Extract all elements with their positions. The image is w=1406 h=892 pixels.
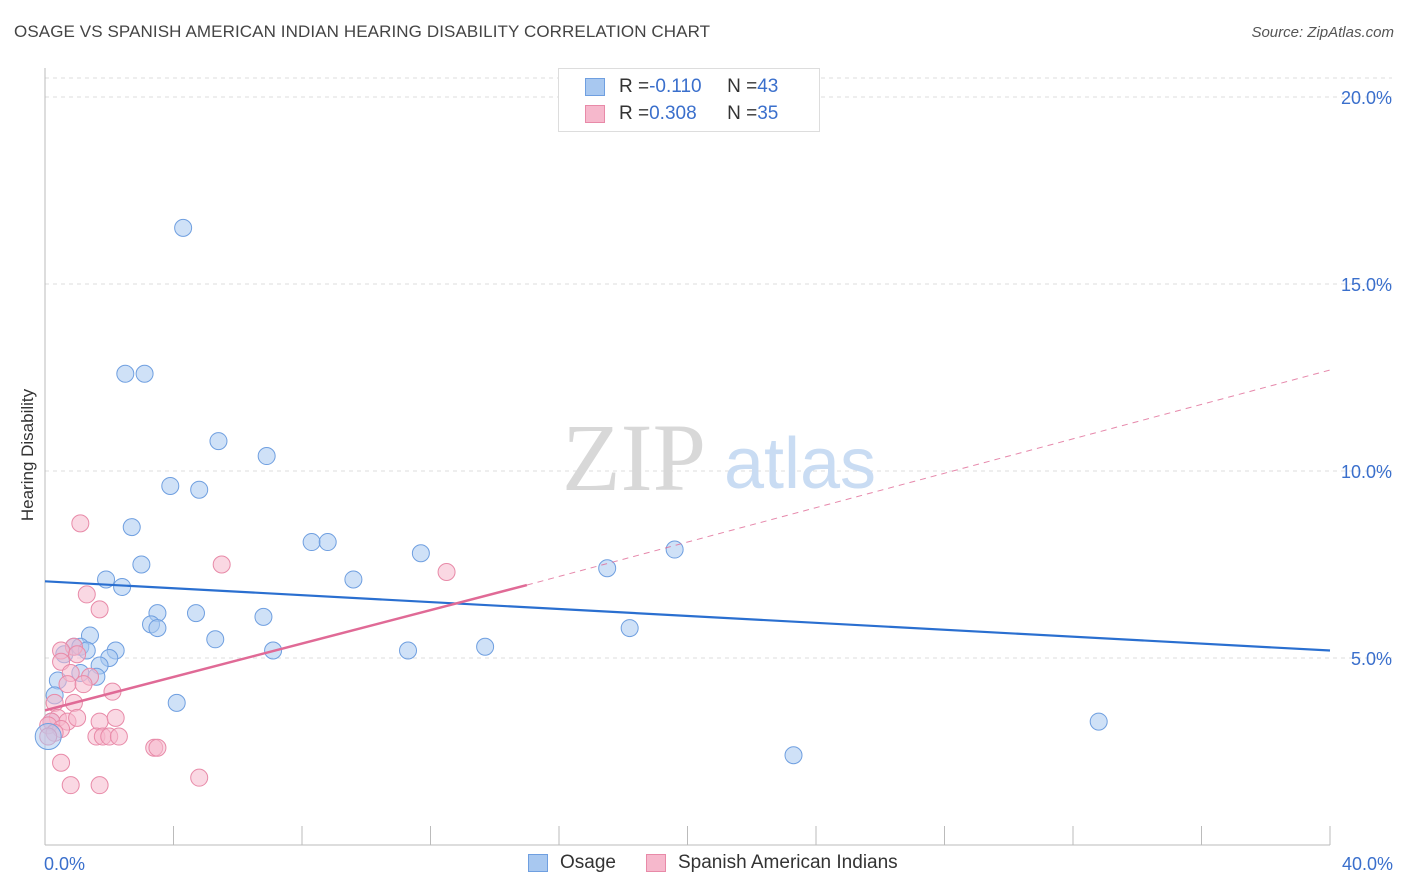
x-tick-label: 40.0% [1342, 854, 1393, 874]
sai-point [61, 776, 80, 795]
sai-point [71, 514, 90, 533]
legend-label-osage: Osage [560, 852, 616, 873]
sai-point [74, 675, 93, 694]
osage-point [399, 641, 418, 660]
osage-point [784, 746, 803, 765]
tick-labels: 5.0% 10.0% 15.0% 20.0% 0.0% 40.0% [44, 88, 1393, 874]
legend-label-sai: Spanish American Indians [677, 852, 898, 873]
legend-item-sai: Spanish American Indians [645, 852, 898, 874]
osage-point [161, 476, 180, 495]
series-legend: Osage Spanish American Indians [528, 852, 928, 874]
x-tick-label: 0.0% [44, 854, 85, 874]
y-tick-label: 15.0% [1341, 275, 1392, 295]
sai-point [212, 555, 231, 574]
osage-point [116, 364, 135, 383]
watermark: ZIP atlas [562, 404, 876, 511]
osage-point [190, 480, 209, 499]
osage-point [620, 619, 639, 638]
osage-point [257, 447, 276, 466]
osage-point [135, 364, 154, 383]
legend-n-value: 43 [757, 76, 779, 97]
sai-point [190, 768, 209, 787]
osage-point [186, 604, 205, 623]
y-tick-label: 20.0% [1341, 88, 1392, 108]
sai-point [68, 708, 87, 727]
legend-row-osage: R = -0.110 N = 43 [585, 75, 778, 99]
y-tick-label: 5.0% [1351, 649, 1392, 669]
sai-point [68, 645, 87, 664]
osage-point [148, 619, 167, 638]
sai-point [109, 727, 128, 746]
sai-point [52, 753, 71, 772]
legend-item-osage: Osage [528, 852, 616, 874]
legend-r-label: R = [619, 76, 650, 97]
sai-swatch [645, 854, 666, 872]
chart-title: OSAGE VS SPANISH AMERICAN INDIAN HEARING… [14, 22, 711, 41]
osage-point [132, 555, 151, 574]
osage-point [344, 570, 363, 589]
sai-point [437, 562, 456, 581]
correlation-legend: R = -0.110 N = 43 R = 0.308 N = 35 [558, 68, 820, 132]
osage-point [665, 540, 684, 559]
sai-point [90, 776, 109, 795]
osage-point [1089, 712, 1108, 731]
osage-point [302, 533, 321, 552]
osage-point [598, 559, 617, 578]
osage-point [411, 544, 430, 563]
legend-n-value: 35 [757, 103, 779, 124]
legend-r-value: -0.110 [649, 76, 702, 97]
sai-swatch [585, 105, 605, 123]
sai-trend-line [44, 583, 528, 712]
y-tick-label: 10.0% [1341, 462, 1392, 482]
trend-lines [44, 369, 1331, 712]
osage-point [167, 693, 186, 712]
osage-swatch [585, 78, 605, 96]
osage-point [122, 518, 141, 537]
sai-point [106, 708, 125, 727]
sai-point [77, 585, 96, 604]
data-points [34, 218, 1108, 795]
osage-point [476, 637, 495, 656]
osage-point [318, 533, 337, 552]
grid-lines [45, 77, 1392, 659]
legend-n-label: N = [727, 76, 758, 97]
osage-point [206, 630, 225, 649]
osage-point [113, 577, 132, 596]
osage-point [209, 432, 228, 451]
legend-r-label: R = [619, 103, 650, 124]
osage-point [174, 218, 193, 237]
sai-point [58, 675, 77, 694]
sai-point [90, 712, 109, 731]
sai-point [90, 600, 109, 619]
watermark-atlas: atlas [724, 424, 876, 504]
watermark-zip: ZIP [562, 404, 706, 511]
osage-point [254, 607, 273, 626]
sai-point [148, 738, 167, 757]
osage-point [34, 723, 62, 751]
osage-swatch [528, 854, 548, 872]
legend-r-value: 0.308 [649, 103, 697, 124]
legend-n-label: N = [727, 103, 758, 124]
source-label: Source: ZipAtlas.com [1251, 24, 1394, 41]
osage-trend-line [44, 580, 1331, 652]
legend-row-sai: R = 0.308 N = 35 [585, 102, 778, 126]
